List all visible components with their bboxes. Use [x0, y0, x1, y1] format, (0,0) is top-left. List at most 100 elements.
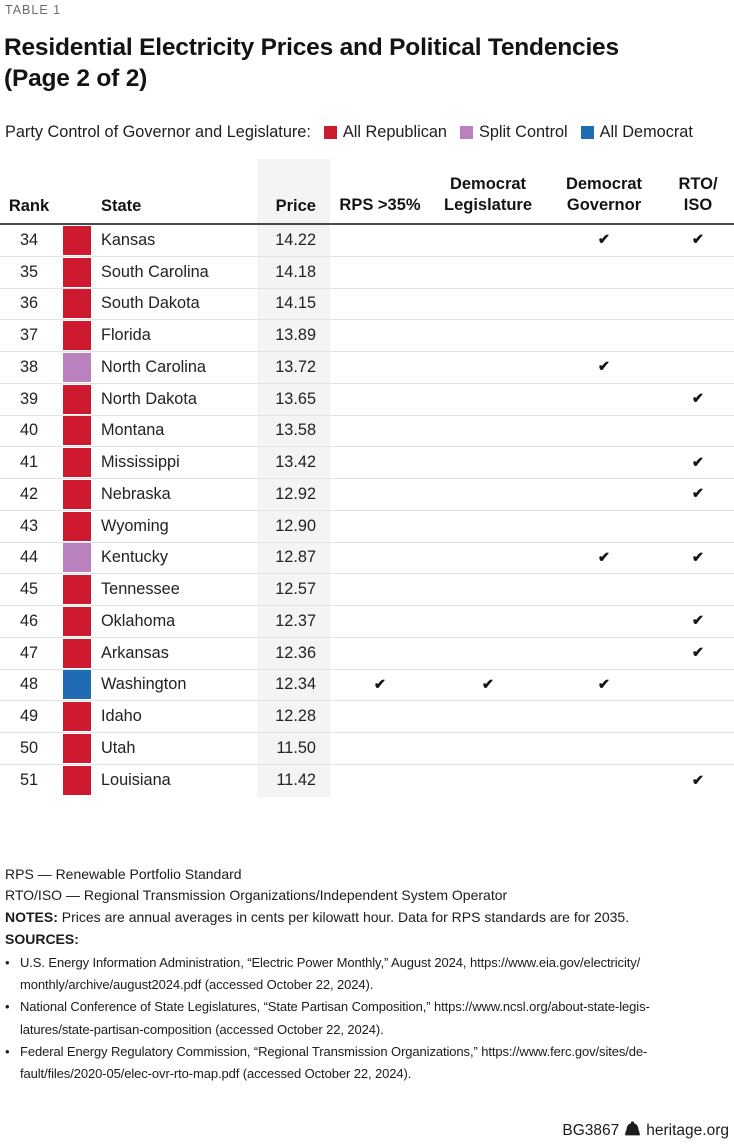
party-swatch-cell: [58, 638, 101, 669]
rps-check-cell: ✔: [373, 676, 387, 693]
state-cell: Arkansas: [101, 643, 169, 662]
republican-color-swatch-icon: [323, 126, 337, 139]
party-color-swatch-icon: [63, 384, 91, 414]
rank-cell: 47: [19, 643, 39, 662]
source-item: • National Conference of State Legislatu…: [5, 996, 734, 1041]
party-swatch-column-header: [58, 159, 101, 223]
state-cell: Idaho: [101, 707, 142, 726]
table-row: 34 Kansas 14.22 ✔ ✔: [0, 225, 734, 257]
page-title-line1: Residential Electricity Prices and Polit…: [4, 34, 619, 61]
table-row: 50 Utah 11.50: [0, 733, 734, 765]
table-row: 44 Kentucky 12.87 ✔ ✔: [0, 542, 734, 575]
rank-cell: 49: [19, 707, 39, 726]
rto-iso-check-cell: ✔: [691, 454, 705, 471]
party-swatch-cell: [58, 543, 101, 574]
party-color-swatch-icon: [63, 606, 91, 636]
party-color-swatch-icon: [63, 448, 91, 478]
page-title: Residential Electricity Prices and Polit…: [4, 32, 734, 94]
party-color-swatch-icon: [63, 733, 91, 763]
price-cell: 11.42: [257, 764, 330, 797]
source-text: National Conference of State Legislature…: [20, 999, 650, 1037]
price-cell: 12.34: [257, 669, 330, 701]
democrat-governor-column-header: Democrat Governor: [565, 175, 643, 214]
party-color-swatch-icon: [63, 257, 91, 287]
rank-cell: 38: [19, 357, 39, 376]
rps-definition: RPS — Renewable Portfolio Standard: [5, 865, 242, 882]
party-swatch-cell: [58, 320, 101, 351]
rto-iso-check-cell: ✔: [691, 645, 705, 662]
rank-cell: 51: [19, 771, 39, 790]
price-cell: 12.90: [257, 510, 330, 542]
state-cell: Oklahoma: [101, 611, 176, 630]
legend-item-split-control: Split Control: [459, 123, 568, 142]
table-row: 51 Louisiana 11.42 ✔: [0, 764, 734, 797]
party-swatch-cell: [58, 257, 101, 288]
state-cell: Florida: [101, 326, 151, 345]
dem-governor-check-cell: ✔: [597, 359, 611, 376]
bullet-icon: •: [5, 1043, 10, 1059]
state-cell: Utah: [101, 738, 136, 757]
legend-item-label: All Republican: [342, 123, 447, 141]
dem-governor-check-cell: ✔: [597, 232, 611, 249]
state-cell: Nebraska: [101, 484, 171, 503]
notes-text: Prices are annual averages in cents per …: [57, 909, 630, 926]
source-item: • U.S. Energy Information Administration…: [5, 952, 734, 997]
table-row: 47 Arkansas 12.36 ✔: [0, 637, 734, 670]
split-color-swatch-icon: [459, 126, 473, 139]
rto-iso-check-cell: ✔: [691, 549, 705, 566]
document-id: BG3867: [562, 1122, 620, 1139]
legend-item-all-democrat: All Democrat: [580, 123, 693, 142]
notes-line: NOTES: Prices are annual averages in cen…: [5, 907, 734, 929]
source-text: Federal Energy Regulatory Commission, “R…: [20, 1043, 648, 1082]
state-cell: North Carolina: [101, 357, 206, 376]
source-text: U.S. Energy Information Administration, …: [20, 954, 641, 992]
state-cell: Tennessee: [101, 580, 180, 599]
party-color-swatch-icon: [63, 575, 91, 605]
price-cell: 12.36: [257, 637, 330, 669]
party-color-swatch-icon: [63, 702, 91, 732]
table-row: 39 North Dakota 13.65 ✔: [0, 383, 734, 416]
state-cell: Kentucky: [101, 548, 168, 567]
state-cell: Wyoming: [101, 516, 169, 535]
rto-iso-column-header: RTO/ISO: [678, 175, 718, 214]
table-row: 41 Mississippi 13.42 ✔: [0, 447, 734, 479]
rank-cell: 50: [19, 738, 39, 757]
price-cell: 14.18: [257, 256, 330, 288]
party-color-swatch-icon: [63, 416, 91, 446]
table-row: 42 Nebraska 12.92 ✔: [0, 479, 734, 511]
party-swatch-cell: [58, 416, 101, 447]
price-column-header: Price: [257, 159, 330, 223]
price-cell: 14.15: [257, 288, 330, 320]
rank-cell: 36: [19, 294, 39, 313]
party-swatch-cell: [58, 352, 101, 383]
price-cell: 13.42: [257, 447, 330, 478]
electricity-price-table: Rank State Price RPS >35% Democrat Legisl…: [0, 159, 734, 797]
party-color-swatch-icon: [63, 670, 91, 700]
table-row: 49 Idaho 12.28: [0, 701, 734, 733]
rto-iso-check-cell: ✔: [691, 232, 705, 249]
party-swatch-cell: [58, 606, 101, 637]
party-swatch-cell: [58, 701, 101, 732]
rto-iso-check-cell: ✔: [691, 772, 705, 789]
dem-governor-check-cell: ✔: [597, 549, 611, 566]
table-row: 40 Montana 13.58: [0, 415, 734, 448]
table-header-row: Rank State Price RPS >35% Democrat Legisl…: [0, 159, 734, 225]
price-cell: 12.87: [257, 542, 330, 574]
table-row: 48 Washington 12.34 ✔ ✔ ✔: [0, 669, 734, 702]
party-swatch-cell: [58, 733, 101, 764]
party-color-swatch-icon: [63, 352, 91, 382]
rank-cell: 39: [19, 389, 39, 408]
state-column-header: State: [101, 197, 142, 215]
party-swatch-cell: [58, 765, 101, 797]
rank-column-header: Rank: [8, 197, 50, 215]
state-cell: Kansas: [101, 230, 156, 249]
table-row: 45 Tennessee 12.57: [0, 574, 734, 606]
table-row: 38 North Carolina 13.72 ✔: [0, 352, 734, 384]
rps-column-header: RPS >35%: [339, 196, 421, 214]
state-cell: South Dakota: [101, 294, 200, 313]
rank-cell: 40: [19, 421, 39, 440]
party-swatch-cell: [58, 447, 101, 478]
party-swatch-cell: [58, 511, 101, 542]
price-cell: 13.58: [257, 415, 330, 447]
rank-cell: 46: [19, 611, 39, 630]
